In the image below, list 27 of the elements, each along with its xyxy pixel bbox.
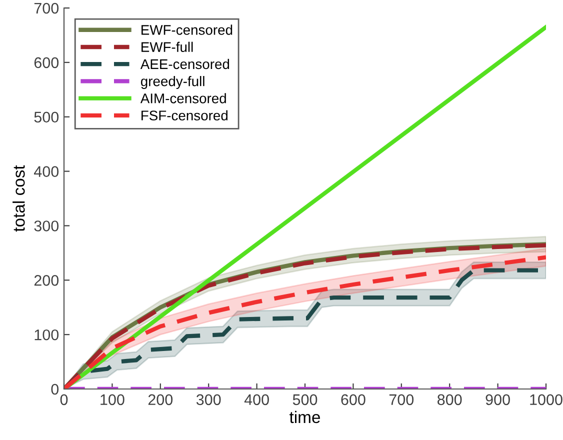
x-tick-label: 500 [292,394,318,406]
legend-label: EWF-full [142,42,193,52]
x-tick-label: 700 [389,394,414,406]
x-tick-label: 900 [486,394,510,406]
y-tick-label: 200 [34,275,59,286]
legend-label: EWF-censored [142,24,232,35]
x-tick-label: 100 [100,394,124,406]
x-tick-label: 600 [341,394,366,406]
y-tick-label: 600 [34,57,59,68]
legend-label: FSF-censored [142,110,228,120]
x-tick-label: 0 [60,394,68,406]
legend-label: AIM-censored [140,93,226,104]
x-tick-label: 800 [438,394,462,406]
y-tick-label: 100 [34,329,59,340]
x-tick-label: 200 [148,394,173,406]
y-tick-label: 300 [34,220,59,232]
legend-label: greedy-full [140,76,204,89]
y-tick-label: 0 [51,384,59,395]
x-tick-label: 1000 [530,394,562,406]
y-tick-label: 400 [34,166,59,177]
x-tick-label: 300 [196,394,221,406]
x-tick-label: 400 [244,394,269,406]
y-tick-label: 500 [34,112,59,123]
x-axis-title: time [290,410,320,424]
legend-label: AEE-censored [140,58,230,70]
y-axis-title: total cost [12,165,25,232]
y-tick-label: 700 [34,2,59,14]
